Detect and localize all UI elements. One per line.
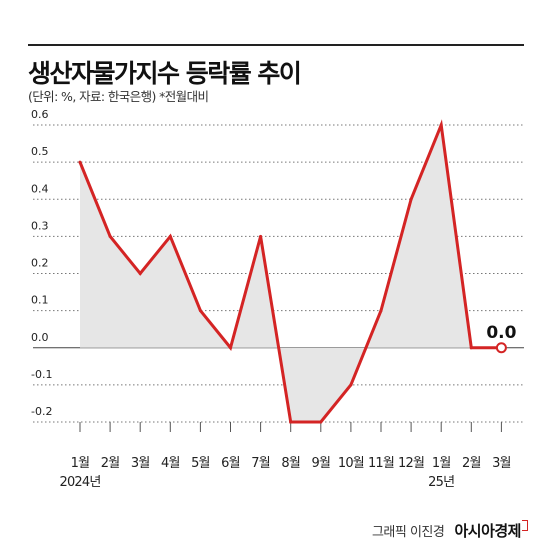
y-tick-label: 0.4 (31, 182, 49, 195)
x-tick-label: 11월 (368, 456, 394, 471)
data-point (439, 123, 443, 127)
y-tick-label: -0.1 (31, 368, 52, 381)
y-tick-label: 0.1 (31, 294, 49, 307)
x-tick-label: 3월 (492, 456, 511, 471)
brand-mark-icon (522, 520, 528, 531)
brand-logo: 아시아경제 (454, 520, 528, 540)
y-tick-label: 0.3 (31, 219, 49, 232)
data-point (409, 197, 413, 201)
chart-subtitle: (단위: %, 자료: 한국은행) *전월대비 (28, 89, 209, 104)
year-label: 25년 (428, 475, 454, 490)
area-fill (80, 125, 502, 422)
y-tick-label: 0.2 (31, 257, 49, 270)
data-point (229, 346, 232, 350)
brand-name: 아시아경제 (454, 522, 521, 540)
data-point (198, 309, 202, 313)
x-tick-label: 4월 (161, 456, 180, 471)
graphic-credit: 그래픽 이진경 (371, 525, 445, 540)
x-tick-label: 10월 (338, 456, 364, 471)
data-point (78, 160, 82, 164)
x-tick-label: 8월 (281, 456, 300, 471)
x-tick-label: 1월 (71, 456, 90, 471)
x-tick-label: 6월 (221, 456, 240, 471)
data-point (168, 234, 172, 238)
data-label: 0.0 (486, 323, 516, 343)
y-tick-label: -0.2 (31, 405, 52, 418)
year-label: 2024년 (59, 475, 100, 490)
last-data-point (495, 342, 507, 354)
footer: 그래픽 이진경 아시아경제 (372, 520, 528, 541)
data-point (349, 383, 353, 387)
x-tick-label: 1월 (432, 456, 451, 471)
x-tick-label: 7월 (251, 456, 270, 471)
x-tick-label: 2월 (101, 456, 120, 471)
chart-title: 생산자물가지수 등락률 추이 (28, 59, 302, 88)
y-tick-label: 0.0 (31, 331, 49, 344)
header-rule (28, 44, 524, 46)
x-tick-label: 5월 (191, 456, 210, 471)
y-tick-label: 0.6 (31, 108, 49, 121)
data-point (379, 309, 383, 313)
data-point (108, 234, 112, 238)
data-point (138, 272, 142, 275)
x-tick-label: 12월 (398, 456, 424, 471)
data-point (469, 346, 473, 350)
y-tick-label: 0.5 (31, 145, 49, 158)
x-tick-label: 9월 (311, 456, 330, 471)
data-point (259, 234, 263, 238)
data-point (319, 420, 323, 424)
x-tick-label: 3월 (131, 456, 150, 471)
x-tick-label: 2월 (462, 456, 481, 471)
data-point (289, 420, 293, 424)
